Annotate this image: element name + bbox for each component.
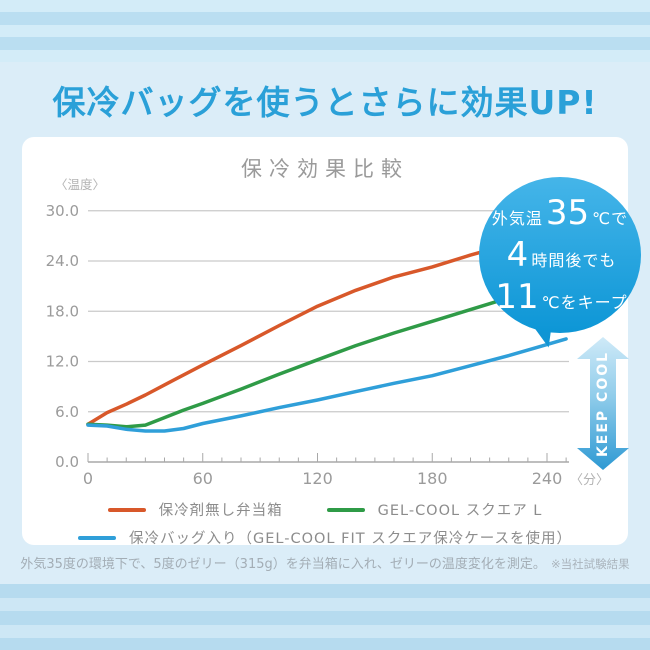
- legend-label: 保冷剤無し弁当箱: [158, 503, 283, 519]
- orange-line-swatch: [107, 507, 146, 512]
- svg-text:24.0: 24.0: [46, 252, 79, 270]
- svg-text:120: 120: [302, 469, 333, 488]
- svg-text:0: 0: [83, 469, 93, 488]
- header-banner: 保冷バッグを使うとさらに効果UP!: [0, 62, 650, 137]
- svg-text:12.0: 12.0: [46, 353, 79, 371]
- bottom-stripes-background: [0, 584, 650, 650]
- svg-text:60: 60: [193, 469, 213, 488]
- legend-row: 保冷剤無し弁当箱 GEL-COOL スクエア L: [107, 499, 543, 520]
- svg-text:18.0: 18.0: [46, 302, 79, 320]
- callout-line-2: 4 時間後でも: [504, 235, 617, 275]
- svg-text:30.0: 30.0: [46, 202, 79, 220]
- green-line-swatch: [326, 507, 365, 512]
- callout-text: ℃をキープ: [541, 293, 628, 312]
- footnote: 外気35度の環境下で、5度のゼリー（315g）を弁当箱に入れ、ゼリーの温度変化を…: [0, 553, 650, 572]
- chart-title: 保冷効果比較: [241, 157, 409, 181]
- legend-item-gel-cool-square: GEL-COOL スクエア L: [326, 499, 543, 520]
- legend-item-no-ice-pack: 保冷剤無し弁当箱: [107, 499, 283, 520]
- top-stripes-background: [0, 0, 650, 62]
- svg-text:〈分〉: 〈分〉: [570, 473, 609, 488]
- svg-text:〈温度〉: 〈温度〉: [55, 177, 105, 192]
- chart-legend: 保冷剤無し弁当箱 GEL-COOL スクエア L 保冷バッグ入り（GEL-COO…: [22, 499, 628, 548]
- callout-text: ℃で: [592, 209, 629, 228]
- legend-row: 保冷バッグ入り（GEL-COOL FIT スクエア保冷ケースを使用）: [78, 527, 572, 548]
- svg-text:240: 240: [532, 469, 563, 488]
- legend-item-cooler-bag: 保冷バッグ入り（GEL-COOL FIT スクエア保冷ケースを使用）: [78, 527, 572, 548]
- legend-label: GEL-COOL スクエア L: [377, 503, 543, 519]
- callout-text: 時間後でも: [531, 251, 617, 270]
- keep-cool-label: KEEP COOL: [595, 350, 611, 457]
- callout-text: 外気温: [491, 209, 543, 228]
- callout-value-4: 4: [506, 235, 529, 275]
- banner-title: 保冷バッグを使うとさらに効果UP!: [52, 82, 598, 122]
- callout-value-11: 11: [495, 277, 539, 317]
- footnote-note: ※当社試験結果: [550, 557, 630, 571]
- callout-line-3: 11 ℃をキープ: [492, 277, 627, 317]
- keep-temp-callout-bubble: 外気温 35 ℃で 4 時間後でも 11 ℃をキープ: [479, 177, 641, 333]
- svg-text:6.0: 6.0: [55, 403, 79, 421]
- blue-line-swatch: [78, 535, 117, 540]
- footnote-text: 外気35度の環境下で、5度のゼリー（315g）を弁当箱に入れ、ゼリーの温度変化を…: [20, 557, 546, 572]
- svg-text:180: 180: [417, 469, 448, 488]
- callout-value-35: 35: [545, 193, 590, 233]
- legend-label: 保冷バッグ入り（GEL-COOL FIT スクエア保冷ケースを使用）: [129, 531, 572, 547]
- callout-line-1: 外気温 35 ℃で: [492, 193, 628, 233]
- svg-text:0.0: 0.0: [55, 453, 79, 471]
